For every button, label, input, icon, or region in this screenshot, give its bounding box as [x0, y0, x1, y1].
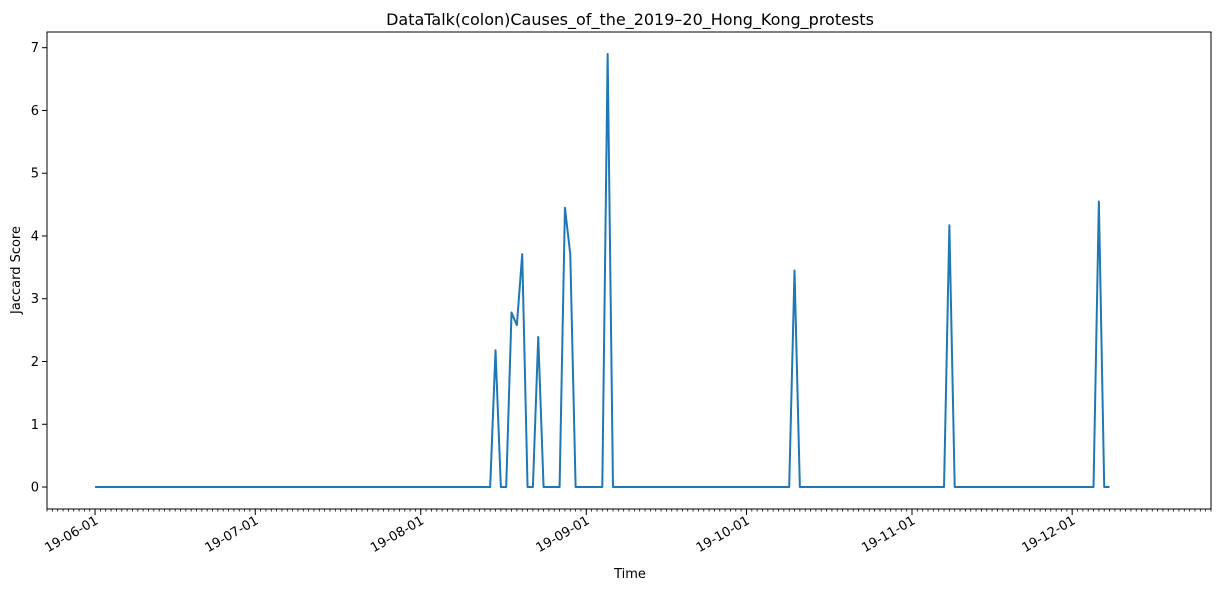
y-tick-label: 3: [31, 292, 39, 307]
y-tick-label: 2: [31, 355, 39, 370]
x-minor-ticks: [46, 509, 1212, 512]
x-tick-label: 19-06-01: [42, 513, 101, 555]
chart-title: DataTalk(colon)Causes_of_the_2019–20_Hon…: [386, 10, 874, 30]
x-tick-label: 19-09-01: [534, 513, 593, 555]
x-axis: 19-06-01 19-07-01 19-08-01 19-09-01 19-10-01…: [42, 509, 1078, 556]
x-axis-label: Time: [613, 567, 646, 582]
x-tick-label: 19-10-01: [694, 513, 753, 555]
x-tick-label: 19-12-01: [1020, 513, 1079, 555]
y-tick-label: 5: [31, 167, 39, 182]
y-tick-label: 0: [31, 481, 39, 496]
series-line: [95, 52, 1110, 489]
y-axis-label: Jaccard Score: [9, 226, 24, 315]
plot-area: [46, 31, 1212, 510]
y-tick-label: 4: [31, 229, 39, 244]
x-tick-label: 19-08-01: [368, 513, 427, 555]
y-tick-label: 7: [31, 41, 39, 56]
y-axis: 0 1 2 3 4 5 6 7: [31, 41, 47, 496]
x-tick-label: 19-11-01: [859, 513, 918, 555]
y-tick-label: 6: [31, 104, 39, 119]
x-tick-label: 19-07-01: [203, 513, 262, 555]
y-tick-label: 1: [31, 418, 39, 433]
